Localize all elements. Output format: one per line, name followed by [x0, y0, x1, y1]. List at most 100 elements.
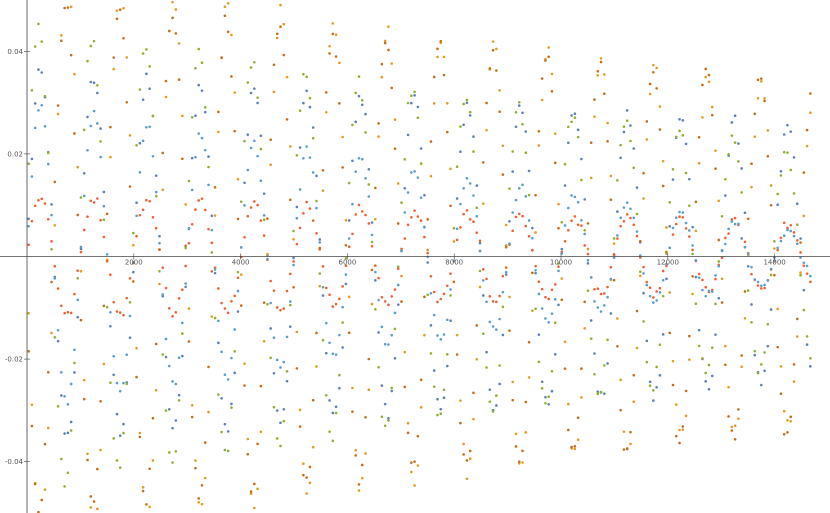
data-point — [717, 199, 721, 203]
data-point — [553, 132, 557, 135]
data-point — [53, 223, 57, 227]
data-point — [537, 333, 541, 336]
data-point — [112, 67, 115, 71]
data-point — [704, 294, 707, 298]
data-point — [262, 218, 266, 221]
data-point — [462, 102, 465, 106]
data-point — [697, 161, 701, 165]
data-point — [799, 237, 802, 240]
data-point — [786, 419, 789, 422]
data-point — [449, 272, 452, 275]
data-point — [655, 365, 658, 369]
data-point — [305, 200, 308, 204]
data-point — [341, 346, 344, 349]
data-point — [115, 459, 119, 462]
data-point — [334, 55, 338, 58]
data-point — [714, 167, 717, 170]
data-point — [514, 215, 518, 219]
data-point — [786, 431, 789, 434]
data-point — [567, 228, 570, 232]
data-point — [259, 384, 263, 388]
data-point — [547, 395, 550, 399]
data-point — [495, 404, 498, 407]
data-point — [720, 256, 724, 260]
data-point — [763, 96, 766, 100]
data-point — [89, 124, 93, 128]
data-point — [282, 22, 286, 26]
data-point — [86, 458, 89, 462]
data-point — [125, 296, 129, 300]
x-tick-label: 10000 — [550, 259, 572, 267]
data-point — [269, 279, 272, 283]
data-point — [60, 371, 63, 374]
data-point — [779, 365, 783, 368]
data-point — [324, 351, 328, 355]
data-point — [645, 280, 649, 284]
data-point — [580, 396, 583, 399]
data-point — [609, 265, 613, 269]
data-point — [298, 109, 302, 113]
data-point — [282, 307, 286, 310]
data-point — [292, 285, 295, 289]
data-point — [151, 416, 155, 420]
data-point — [750, 272, 753, 276]
data-point — [710, 113, 714, 117]
data-point — [504, 270, 508, 274]
data-point — [544, 402, 547, 405]
data-point — [580, 224, 583, 227]
data-point — [730, 121, 734, 124]
data-point — [207, 410, 210, 414]
data-point — [560, 298, 564, 302]
data-point — [432, 313, 436, 317]
data-point — [652, 296, 655, 299]
data-point — [478, 269, 482, 273]
data-point — [488, 295, 492, 298]
data-point — [364, 415, 367, 419]
data-point — [753, 278, 757, 281]
data-point — [174, 311, 178, 314]
data-point — [393, 311, 397, 315]
data-point — [148, 505, 151, 509]
data-point — [697, 135, 701, 139]
data-point — [367, 388, 371, 392]
data-point — [403, 186, 407, 190]
data-point — [292, 260, 295, 263]
data-point — [638, 274, 642, 278]
data-point — [419, 147, 423, 150]
data-point — [599, 60, 603, 64]
x-tick-label: 4000 — [232, 259, 250, 267]
x-tick-label: 14000 — [763, 259, 785, 267]
data-point — [33, 482, 37, 486]
data-point — [141, 52, 145, 55]
data-point — [606, 121, 609, 125]
data-point — [717, 264, 721, 268]
data-point — [138, 213, 142, 217]
data-point — [655, 299, 658, 302]
data-point — [668, 331, 672, 335]
data-point — [442, 388, 446, 392]
data-point — [468, 449, 472, 453]
data-point — [56, 112, 60, 116]
data-point — [658, 374, 662, 377]
data-point — [305, 476, 308, 479]
data-point — [733, 424, 737, 428]
data-point — [63, 394, 66, 398]
data-point — [33, 45, 37, 48]
data-point — [92, 81, 96, 85]
data-point — [616, 317, 619, 320]
data-point — [46, 426, 50, 430]
data-point — [279, 25, 282, 29]
data-point — [249, 206, 253, 209]
data-point — [707, 387, 711, 391]
data-point — [472, 391, 475, 395]
data-point — [432, 75, 436, 79]
data-point — [73, 361, 76, 365]
data-point — [481, 279, 485, 282]
data-point — [439, 39, 443, 43]
data-point — [769, 273, 773, 277]
data-point — [292, 256, 295, 260]
data-point — [629, 124, 632, 127]
data-point — [125, 100, 129, 104]
data-point — [210, 315, 214, 318]
data-point — [197, 83, 201, 87]
